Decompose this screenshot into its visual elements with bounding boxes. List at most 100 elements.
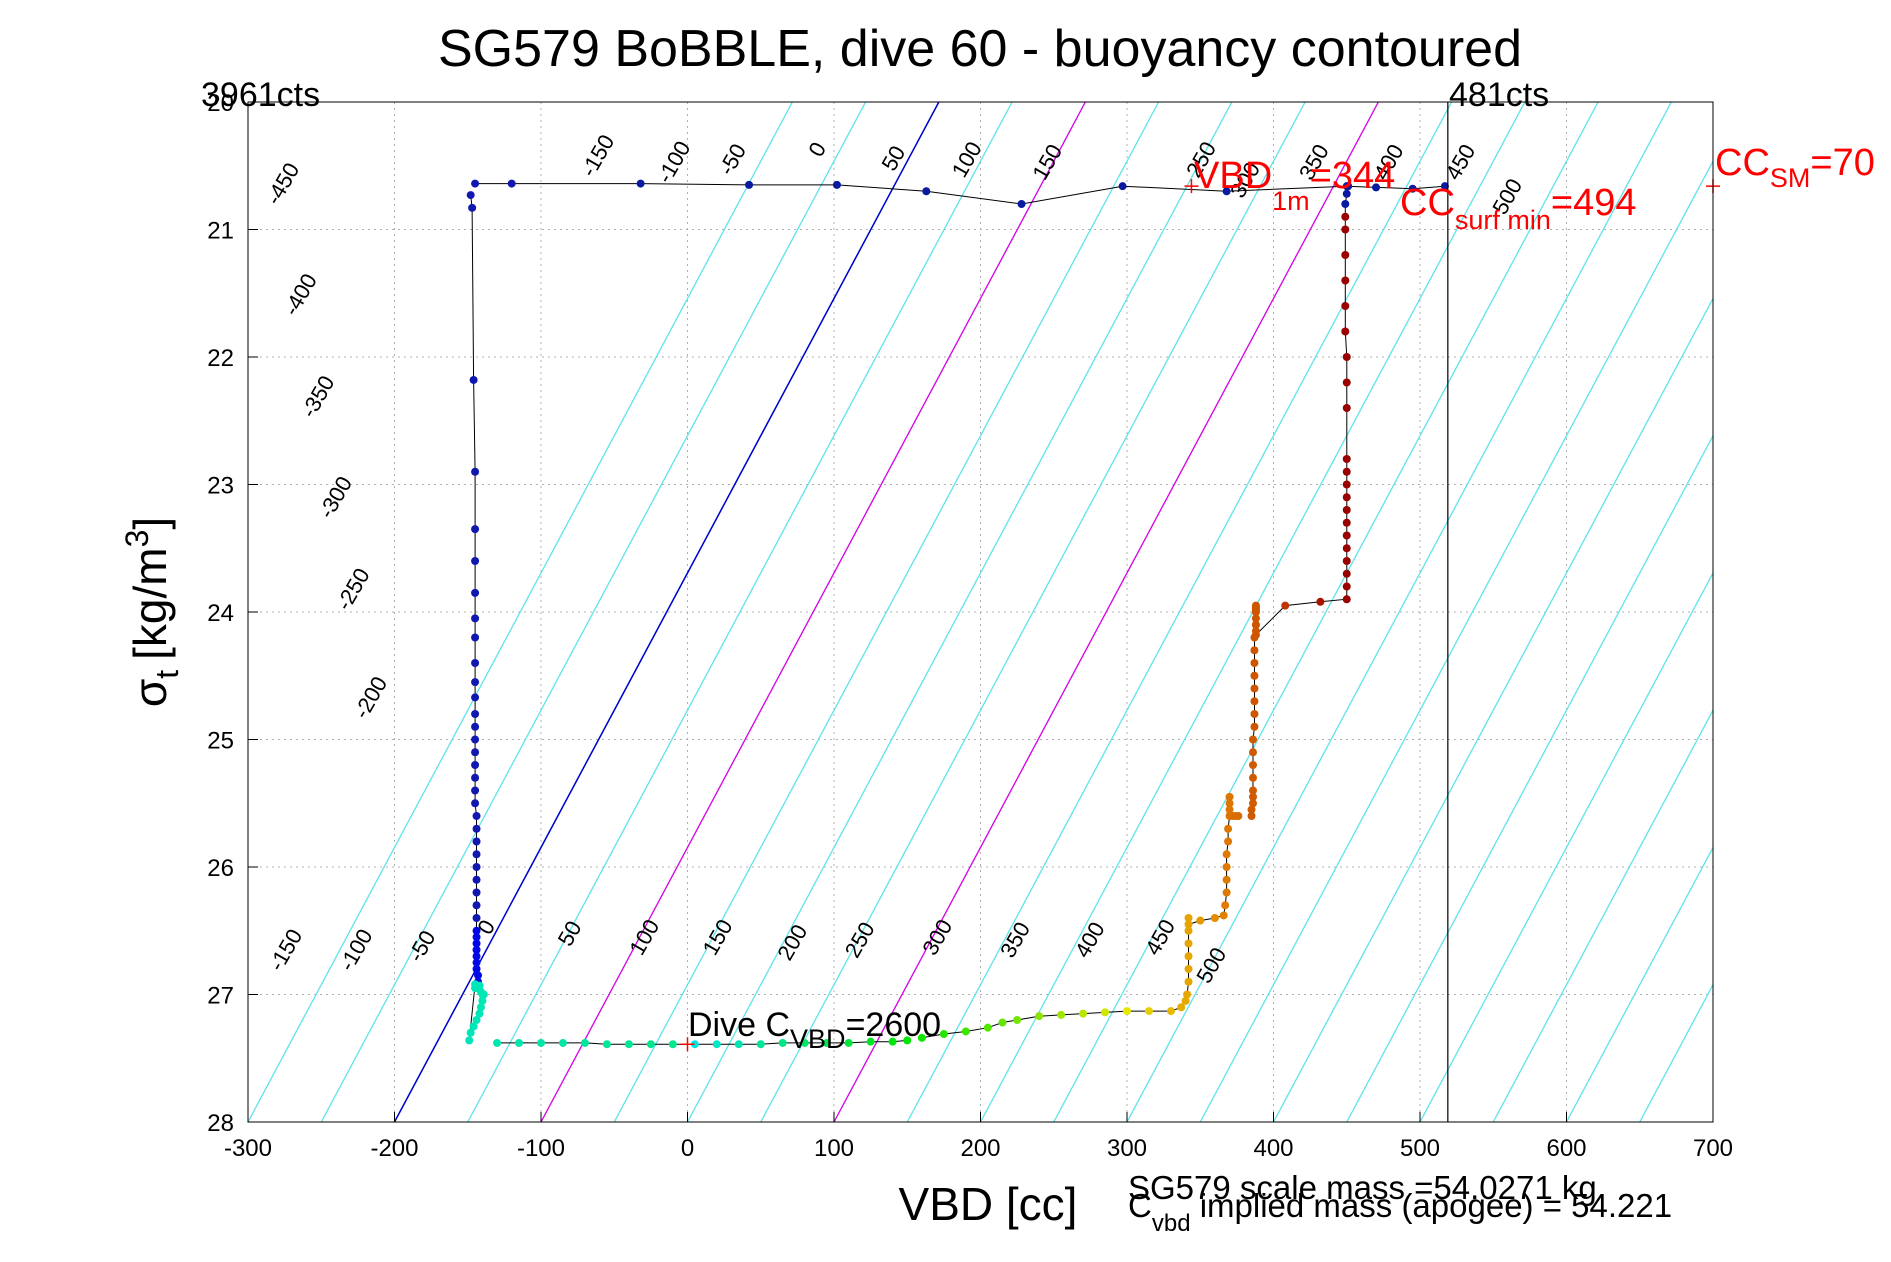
dive-data-point	[472, 952, 481, 961]
dive-data-point	[1341, 276, 1350, 285]
dive-data-point	[1224, 824, 1233, 833]
dive-data-point	[471, 984, 480, 993]
magenta-contour-line	[833, 102, 1379, 1122]
dive-trace	[465, 179, 1449, 1049]
dive-data-point	[1184, 926, 1193, 935]
dive-data-point	[466, 1028, 475, 1037]
buoyancy-contour-line	[320, 102, 867, 1122]
dive-data-point	[476, 1003, 485, 1012]
dive-data-point	[1210, 914, 1219, 922]
buoyancy-contour-line	[1419, 571, 1713, 1122]
dive-data-point	[1342, 544, 1351, 553]
buoyancy-contour-line	[1492, 708, 1713, 1122]
dive-data-point	[1248, 786, 1257, 795]
y-axis-label-sup: 3	[119, 530, 155, 548]
dive-data-point	[922, 187, 931, 196]
dive-data-point	[471, 588, 480, 597]
counts-left-label: 3961cts	[201, 76, 320, 114]
implied-mass-sub: vbd	[1152, 1210, 1191, 1237]
dive-data-point	[1341, 327, 1350, 336]
dive-data-point	[1101, 1008, 1110, 1017]
cc-surf-sub: surf min	[1455, 205, 1551, 235]
cc-sm-annotation: CCSM=70	[1715, 142, 1875, 193]
dive-data-point	[646, 1040, 655, 1049]
x-axis-ticks: -300 -200 -100 0 100 200 300 400 500 600 700	[224, 1112, 1733, 1162]
x-tick-label: 600	[1546, 1135, 1586, 1162]
cc-sm-value: =70	[1810, 142, 1874, 184]
dive-data-point	[1316, 597, 1325, 606]
dive-cvbd-main: Dive C	[688, 1006, 790, 1044]
dive-data-point	[1342, 353, 1351, 361]
dive-data-point	[479, 990, 488, 999]
dive-data-point	[471, 722, 480, 731]
x-axis-label: VBD [cc]	[899, 1178, 1078, 1230]
cc-surf-main: CC	[1400, 182, 1455, 224]
dive-data-point	[1342, 582, 1351, 591]
dive-data-point	[471, 735, 480, 744]
dive-data-point	[472, 1016, 481, 1024]
buoyancy-contour-line	[613, 102, 1160, 1122]
cc-surf-min-annotation: CCsurf min=494	[1400, 182, 1637, 235]
dive-data-point	[472, 914, 481, 922]
cc-sm-main: CC	[1715, 142, 1770, 184]
dive-data-point	[756, 1040, 765, 1049]
dive-data-point	[471, 786, 480, 795]
buoyancy-contour-line	[248, 102, 793, 1122]
dive-data-point	[1342, 455, 1351, 463]
dive-data-point	[472, 824, 481, 833]
y-tick-label: 26	[207, 855, 234, 882]
dive-data-point	[471, 693, 480, 702]
vbd-1m-marker	[1184, 179, 1199, 194]
x-tick-label: -300	[224, 1135, 272, 1162]
scale-mass-note: SG579 scale mass =54.0271 kg	[1128, 1169, 1597, 1206]
dive-data-point	[1222, 888, 1231, 897]
implied-mass-text: implied mass (apogee) = 54.221	[1191, 1187, 1673, 1224]
buoyancy-contour-line	[1565, 846, 1713, 1122]
dive-data-point	[1248, 799, 1257, 808]
dive-data-point	[1247, 812, 1256, 820]
dive-data-point	[1144, 1007, 1153, 1016]
dive-data-point	[515, 1038, 524, 1047]
dive-data-point	[1341, 302, 1350, 310]
zero-buoyancy-line	[393, 102, 940, 1122]
dive-data-point	[471, 179, 480, 188]
dive-data-point	[1247, 805, 1256, 814]
dive-data-point	[1184, 977, 1193, 986]
dive-data-point	[1184, 939, 1193, 948]
dive-data-point	[472, 965, 481, 973]
dive-data-point	[888, 1037, 897, 1046]
x-tick-label: -100	[517, 1135, 565, 1162]
dive-data-point	[800, 1038, 809, 1047]
dive-data-point	[469, 375, 478, 384]
dive-data-point	[1341, 225, 1350, 234]
dive-data-point	[1225, 792, 1234, 801]
dive-data-point	[1123, 1007, 1131, 1016]
dive-data-point	[472, 875, 481, 884]
dive-data-point	[1222, 875, 1231, 884]
dive-data-point	[469, 1022, 478, 1031]
dive-data-point	[1248, 735, 1257, 744]
annotation-markers	[680, 102, 1720, 1122]
dive-data-point	[1248, 748, 1257, 757]
dive-cvbd-annotation: Dive CVBD=2600	[688, 1006, 941, 1054]
cc-surf-value: =494	[1551, 182, 1637, 224]
magenta-contour-line	[540, 102, 1086, 1122]
y-tick-label: 21	[207, 218, 234, 245]
dive-data-point	[1224, 837, 1233, 846]
dive-data-point	[1281, 601, 1290, 610]
y-tick-label: 24	[207, 600, 234, 627]
cc-sm-sub: SM	[1770, 163, 1811, 193]
chart-title: SG579 BoBBLE, dive 60 - buoyancy contour…	[438, 20, 1522, 78]
dive-data-point	[961, 1027, 970, 1036]
dive-data-point	[1225, 805, 1234, 814]
dive-data-point	[1222, 187, 1231, 196]
dive-data-point	[668, 1040, 677, 1049]
dive-data-point	[844, 1038, 853, 1047]
dive-data-point	[1250, 697, 1259, 706]
y-axis-label: σt [kg/m3]	[119, 517, 185, 707]
dive-data-point	[474, 971, 483, 980]
dive-data-point	[1248, 773, 1257, 782]
dive-data-point	[471, 710, 480, 718]
dive-data-point	[1342, 531, 1351, 540]
dive-data-point	[832, 180, 841, 189]
